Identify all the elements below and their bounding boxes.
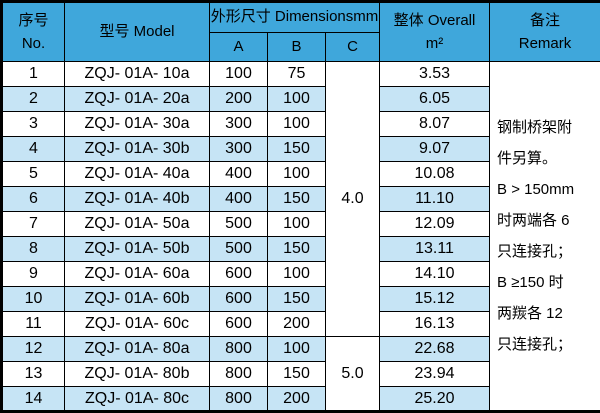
cell-no: 13	[2, 362, 65, 387]
header-no-en: No.	[22, 35, 45, 52]
cell-model: ZQJ- 01A- 80c	[65, 387, 210, 412]
cell-model: ZQJ- 01A- 80a	[65, 337, 210, 362]
cell-b: 150	[268, 187, 326, 212]
cell-a: 600	[210, 312, 268, 337]
cell-no: 14	[2, 387, 65, 412]
cell-m2: 12.09	[380, 212, 490, 237]
header-no-zh: 序号	[18, 12, 48, 29]
cell-m2: 16.13	[380, 312, 490, 337]
cell-model: ZQJ- 01A- 20a	[65, 87, 210, 112]
remark-text: 钢制桥架附 件另算。 B > 150mm 时两端各 6 只连接孔； B ≥150…	[497, 112, 595, 360]
cell-m2: 23.94	[380, 362, 490, 387]
cell-no: 6	[2, 187, 65, 212]
cell-no: 2	[2, 87, 65, 112]
cell-model: ZQJ- 01A- 50b	[65, 237, 210, 262]
header-col-b: B	[268, 33, 326, 62]
header-col-c: C	[326, 33, 380, 62]
header-remark-zh: 备注	[530, 12, 560, 29]
cell-no: 3	[2, 112, 65, 137]
cell-b: 100	[268, 337, 326, 362]
cell-a: 600	[210, 287, 268, 312]
header-col-a: A	[210, 33, 268, 62]
cell-a: 600	[210, 262, 268, 287]
header-overall-line2: m²	[426, 35, 444, 52]
cell-m2: 25.20	[380, 387, 490, 412]
cell-b: 200	[268, 387, 326, 412]
cell-c-merged: 4.0	[326, 62, 380, 337]
cell-a: 300	[210, 112, 268, 137]
cell-no: 4	[2, 137, 65, 162]
cell-m2: 3.53	[380, 62, 490, 87]
cell-remark: 钢制桥架附 件另算。 B > 150mm 时两端各 6 只连接孔； B ≥150…	[490, 62, 600, 412]
cell-no: 7	[2, 212, 65, 237]
cell-b: 200	[268, 312, 326, 337]
header-dimensions: 外形尺寸 Dimensionsmm	[210, 2, 380, 33]
cell-no: 10	[2, 287, 65, 312]
cell-b: 100	[268, 262, 326, 287]
cell-a: 400	[210, 187, 268, 212]
cell-model: ZQJ- 01A- 50a	[65, 212, 210, 237]
cell-m2: 9.07	[380, 137, 490, 162]
header-overall: 整体 Overall m²	[380, 2, 490, 62]
cell-c-merged: 5.0	[326, 337, 380, 412]
cell-model: ZQJ- 01A- 30a	[65, 112, 210, 137]
cell-a: 400	[210, 162, 268, 187]
cell-b: 100	[268, 87, 326, 112]
cell-a: 300	[210, 137, 268, 162]
cell-model: ZQJ- 01A- 60b	[65, 287, 210, 312]
cell-b: 150	[268, 137, 326, 162]
cell-b: 100	[268, 112, 326, 137]
cell-b: 150	[268, 237, 326, 262]
header-remark: 备注 Remark	[490, 2, 600, 62]
cell-no: 8	[2, 237, 65, 262]
cell-a: 800	[210, 337, 268, 362]
cell-model: ZQJ- 01A- 30b	[65, 137, 210, 162]
header-remark-en: Remark	[519, 35, 572, 52]
cell-no: 5	[2, 162, 65, 187]
cell-a: 200	[210, 87, 268, 112]
cell-no: 1	[2, 62, 65, 87]
table-header: 序号 No. 型号 Model 外形尺寸 Dimensionsmm 整体 Ove…	[2, 2, 600, 62]
cell-model: ZQJ- 01A- 10a	[65, 62, 210, 87]
cell-m2: 15.12	[380, 287, 490, 312]
cell-b: 100	[268, 212, 326, 237]
cell-m2: 13.11	[380, 237, 490, 262]
cell-b: 150	[268, 287, 326, 312]
cell-a: 100	[210, 62, 268, 87]
cell-m2: 8.07	[380, 112, 490, 137]
cell-no: 11	[2, 312, 65, 337]
cell-model: ZQJ- 01A- 60c	[65, 312, 210, 337]
cell-b: 100	[268, 162, 326, 187]
cell-a: 800	[210, 362, 268, 387]
cell-no: 9	[2, 262, 65, 287]
cell-m2: 10.08	[380, 162, 490, 187]
cell-b: 75	[268, 62, 326, 87]
cell-model: ZQJ- 01A- 60a	[65, 262, 210, 287]
cell-a: 500	[210, 212, 268, 237]
header-model: 型号 Model	[65, 2, 210, 62]
cell-model: ZQJ- 01A- 80b	[65, 362, 210, 387]
cell-a: 500	[210, 237, 268, 262]
cell-model: ZQJ- 01A- 40a	[65, 162, 210, 187]
cell-model: ZQJ- 01A- 40b	[65, 187, 210, 212]
cell-m2: 11.10	[380, 187, 490, 212]
header-overall-line1: 整体 Overall	[394, 12, 476, 29]
cell-m2: 6.05	[380, 87, 490, 112]
cell-m2: 22.68	[380, 337, 490, 362]
header-no: 序号 No.	[2, 2, 65, 62]
cell-m2: 14.10	[380, 262, 490, 287]
cell-no: 12	[2, 337, 65, 362]
cell-b: 150	[268, 362, 326, 387]
cell-a: 800	[210, 387, 268, 412]
